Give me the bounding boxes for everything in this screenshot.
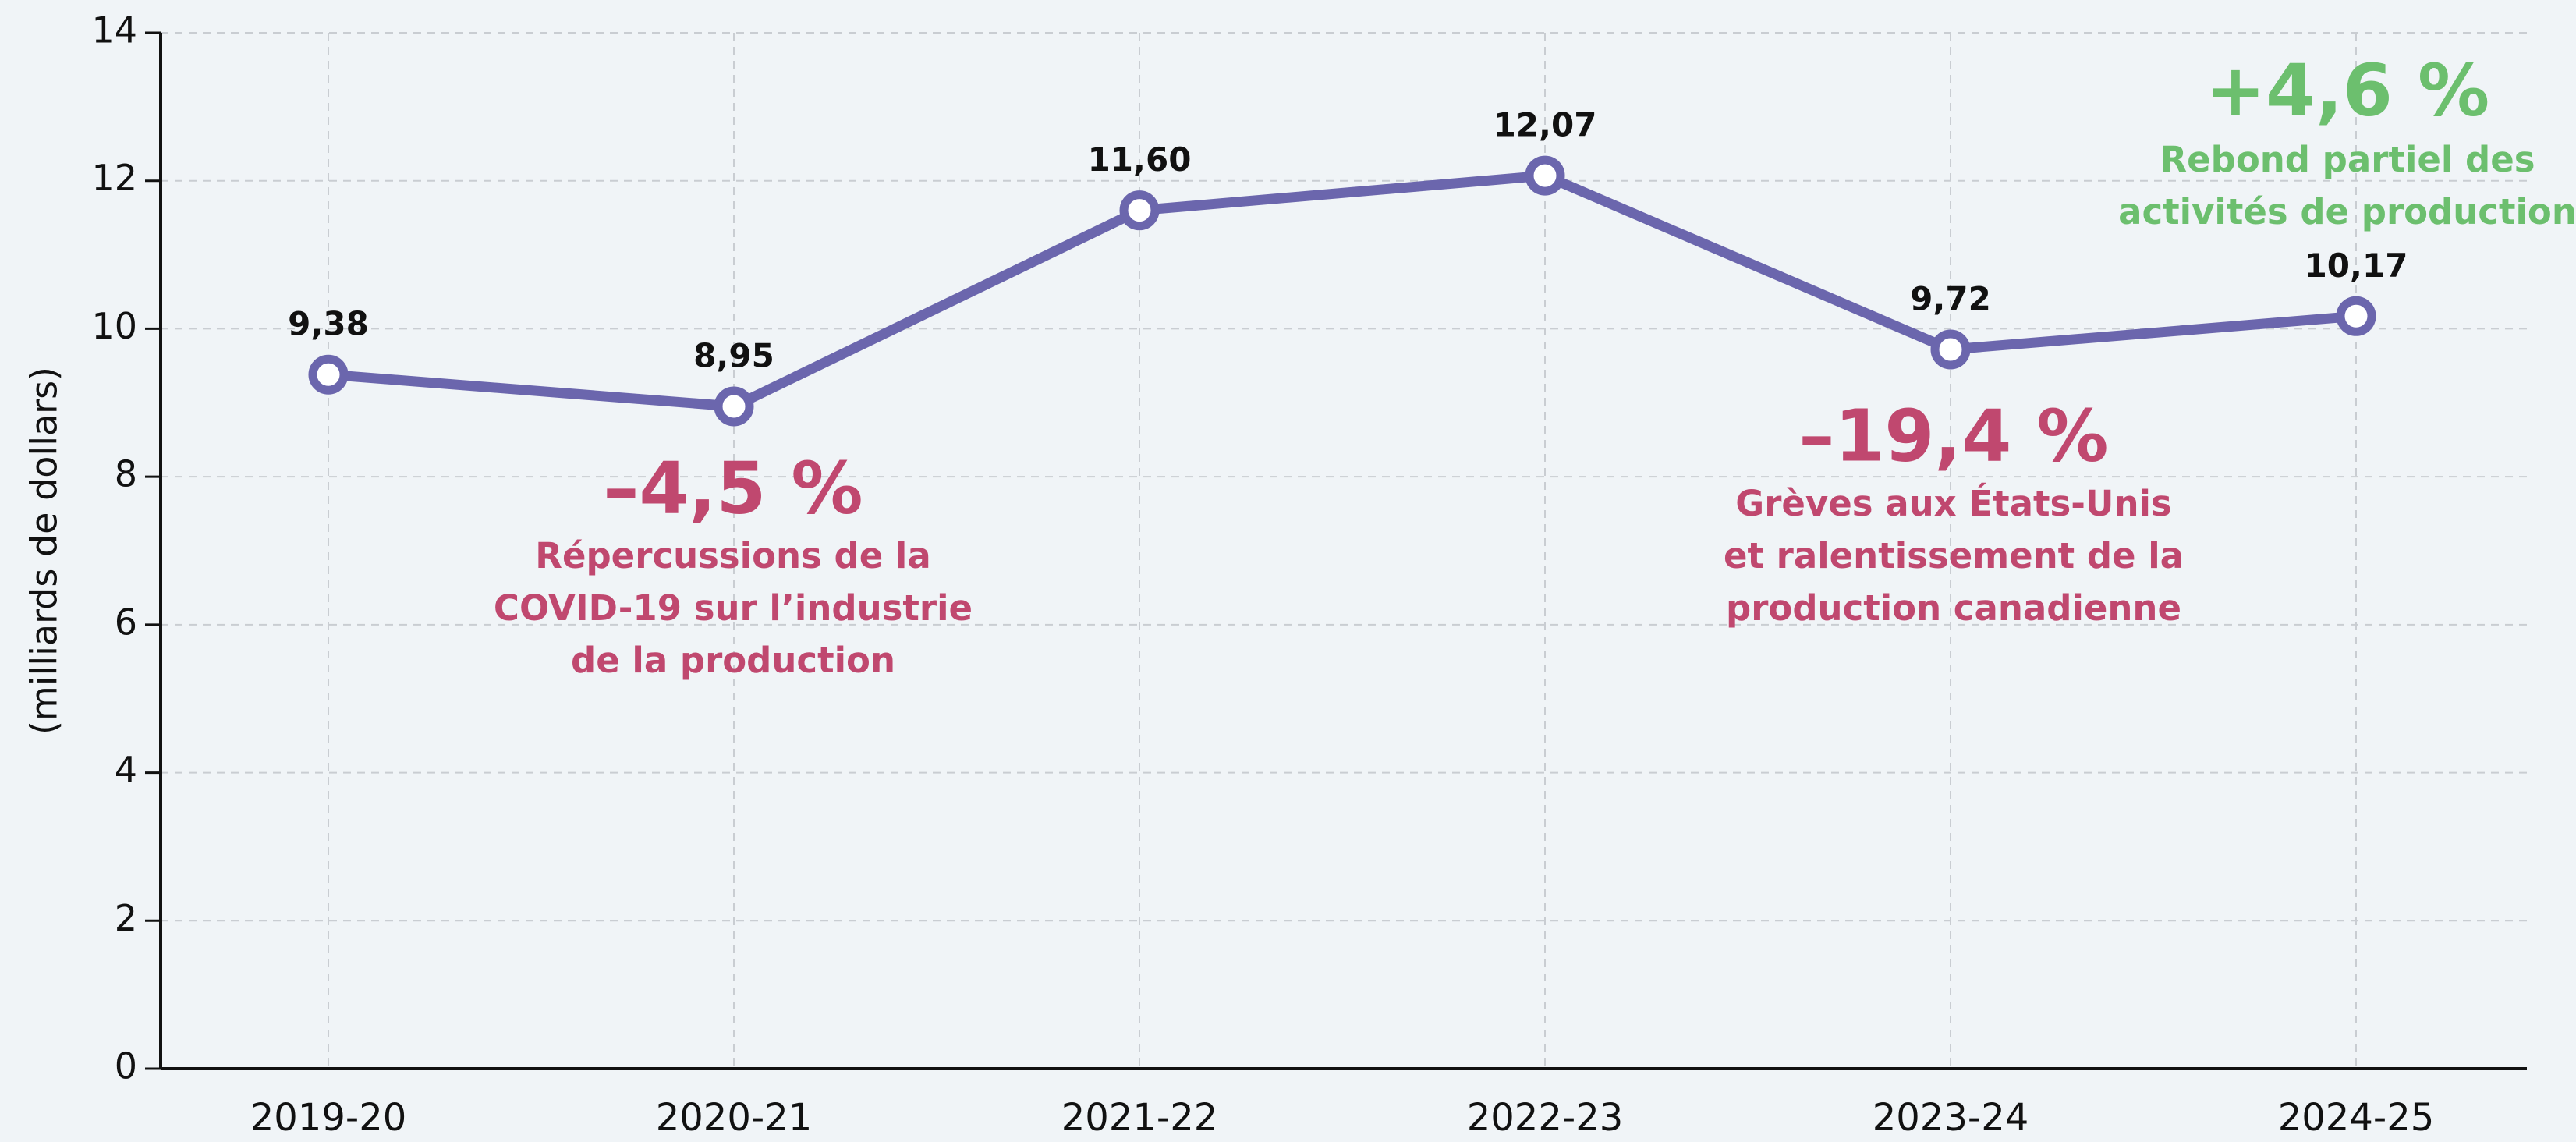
annotation-value: +4,6 % [2206,48,2489,132]
annotation-text: production canadienne [1726,587,2181,629]
point-marker [1525,155,1565,196]
annotation-text: activités de production [2118,191,2576,232]
x-tick-label: 2022-23 [1467,1096,1624,1140]
data-label: 12,07 [1494,106,1597,144]
data-label: 8,95 [693,337,774,375]
data-label: 9,38 [288,305,369,343]
point-marker [1930,329,1971,370]
y-tick-label: 10 [91,305,137,347]
point-marker [714,386,754,427]
data-label: 10,17 [2305,246,2408,285]
annotation-text: Répercussions de la [535,535,930,576]
annotation-text: de la production [571,640,895,681]
data-label: 9,72 [1910,279,1991,317]
annotation-text: Grèves aux États-Unis [1735,483,2171,524]
x-tick-label: 2024-25 [2278,1096,2435,1140]
x-tick-label: 2019-20 [250,1096,407,1140]
point-marker [2336,296,2376,336]
y-tick-label: 8 [115,453,137,495]
y-tick-label: 2 [115,897,137,939]
y-tick-label: 6 [115,601,137,643]
annotation-value: –4,5 % [603,446,863,530]
point-marker [308,354,349,395]
data-label: 11,60 [1088,140,1192,179]
y-tick-label: 4 [115,749,137,791]
x-tick-label: 2020-21 [656,1096,813,1140]
x-tick-label: 2023-24 [1873,1096,2029,1140]
x-tick-label: 2021-22 [1061,1096,1218,1140]
y-tick-label: 0 [115,1045,137,1087]
annotation-text: COVID-19 sur l’industrie [494,587,973,629]
series-line [328,170,2357,412]
point-marker [1119,190,1160,231]
y-tick-label: 14 [91,9,137,51]
annotation-value: –19,4 % [1798,394,2108,477]
y-axis-label: (milliards de dollars) [23,367,66,735]
annotation-text: Rebond partiel des [2160,139,2535,180]
y-tick-label: 12 [91,157,137,199]
annotation-text: et ralentissement de la [1724,535,2184,576]
